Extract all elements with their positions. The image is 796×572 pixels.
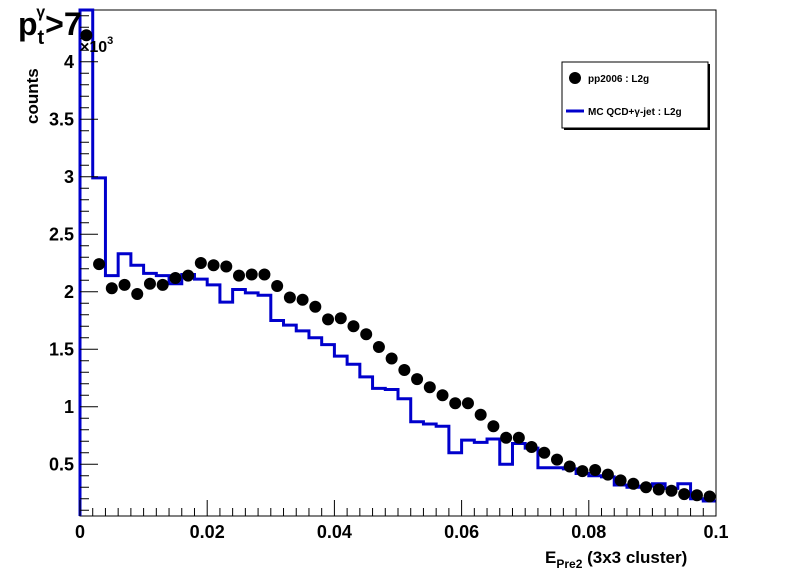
y-tick-label: 3: [64, 167, 74, 187]
data-point: [551, 453, 563, 466]
x-axis-title-main: E: [545, 548, 556, 567]
data-point: [93, 258, 106, 271]
legend-shadow-right: [708, 64, 710, 130]
data-point: [652, 483, 665, 496]
data-point: [309, 300, 322, 313]
data-point: [398, 363, 411, 376]
data-point: [614, 474, 627, 487]
data-point: [245, 268, 258, 281]
data-point: [627, 477, 640, 490]
data-point: [601, 468, 614, 481]
y-tick-label: 2: [64, 282, 74, 302]
legend-marker-data: [569, 72, 581, 84]
x-tick-label: 0.1: [703, 522, 728, 542]
data-point: [678, 488, 691, 501]
y-tick-label: 1.5: [49, 339, 74, 359]
data-point: [360, 328, 373, 341]
axis-layer: 0 0.02 0.04 0.06 0.08 0.1 0.5 1 1.5 2 2.5 3 3.5 4: [49, 15, 729, 542]
data-point: [461, 397, 474, 410]
data-point: [436, 389, 449, 402]
data-point: [449, 397, 462, 410]
legend: pp2006 : L2g MC QCD+γ-jet : L2g: [561, 61, 710, 130]
legend-label-mc: MC QCD+γ-jet : L2g: [588, 107, 682, 118]
data-point: [207, 259, 220, 272]
data-point: [385, 352, 398, 365]
data-point: [194, 257, 207, 269]
data-point: [474, 408, 487, 421]
data-point: [258, 268, 271, 281]
x-tick-label: 0.08: [571, 522, 606, 542]
chart-title-main: p: [18, 6, 38, 42]
data-point: [143, 277, 156, 290]
data-point: [589, 464, 602, 476]
y-tick-label: 3.5: [49, 109, 74, 129]
data-point: [563, 460, 576, 473]
y-tick-label: 4: [64, 52, 74, 72]
chart-title: ptγ>7: [18, 4, 82, 49]
chart-title-sup: γ: [36, 4, 45, 21]
data-point: [512, 431, 525, 444]
data-point: [665, 484, 678, 497]
y-tick-label: 1: [64, 397, 74, 417]
data-point: [334, 312, 347, 325]
y-multiplier-base: ×10: [80, 39, 107, 56]
data-point: [411, 373, 424, 386]
x-axis-title: EPre2 (3x3 cluster): [545, 548, 687, 571]
data-point: [423, 381, 436, 394]
y-tick-label: 2.5: [49, 224, 74, 244]
y-multiplier: ×103: [80, 35, 113, 56]
data-point: [576, 465, 589, 478]
data-point: [347, 320, 360, 333]
x-axis-title-suffix: (3x3 cluster): [582, 548, 687, 567]
chart-title-sub: t: [38, 27, 45, 49]
legend-shadow-bottom: [564, 128, 710, 130]
data-point: [169, 271, 182, 284]
data-point: [538, 446, 551, 459]
legend-box: [561, 61, 709, 129]
data-point: [233, 269, 245, 282]
y-tick-label: 0.5: [49, 454, 74, 474]
data-point: [182, 269, 195, 282]
chart-title-suffix: >7: [45, 6, 81, 42]
data-point: [131, 288, 144, 301]
data-point: [500, 431, 513, 444]
y-multiplier-exp: 3: [107, 35, 113, 47]
data-point: [372, 340, 385, 353]
data-point: [271, 280, 284, 292]
data-point: [690, 489, 703, 502]
data-point: [322, 313, 335, 326]
data-point: [640, 481, 653, 494]
data-point: [156, 278, 169, 291]
y-axis-title: counts: [23, 68, 42, 124]
data-point: [220, 260, 233, 273]
data-point: [105, 282, 118, 295]
x-tick-label: 0.04: [317, 522, 352, 542]
x-tick-label: 0: [75, 522, 85, 542]
x-tick-label: 0.06: [444, 522, 479, 542]
data-point: [703, 490, 716, 503]
data-point: [118, 278, 131, 291]
legend-label-data: pp2006 : L2g: [588, 74, 649, 85]
x-tick-label: 0.02: [190, 522, 225, 542]
x-axis-title-sub: Pre2: [556, 557, 582, 571]
data-point: [525, 441, 538, 453]
data-point: [487, 420, 500, 433]
data-point: [296, 293, 309, 306]
series-layer: [78, 8, 716, 516]
data-point: [283, 291, 296, 304]
